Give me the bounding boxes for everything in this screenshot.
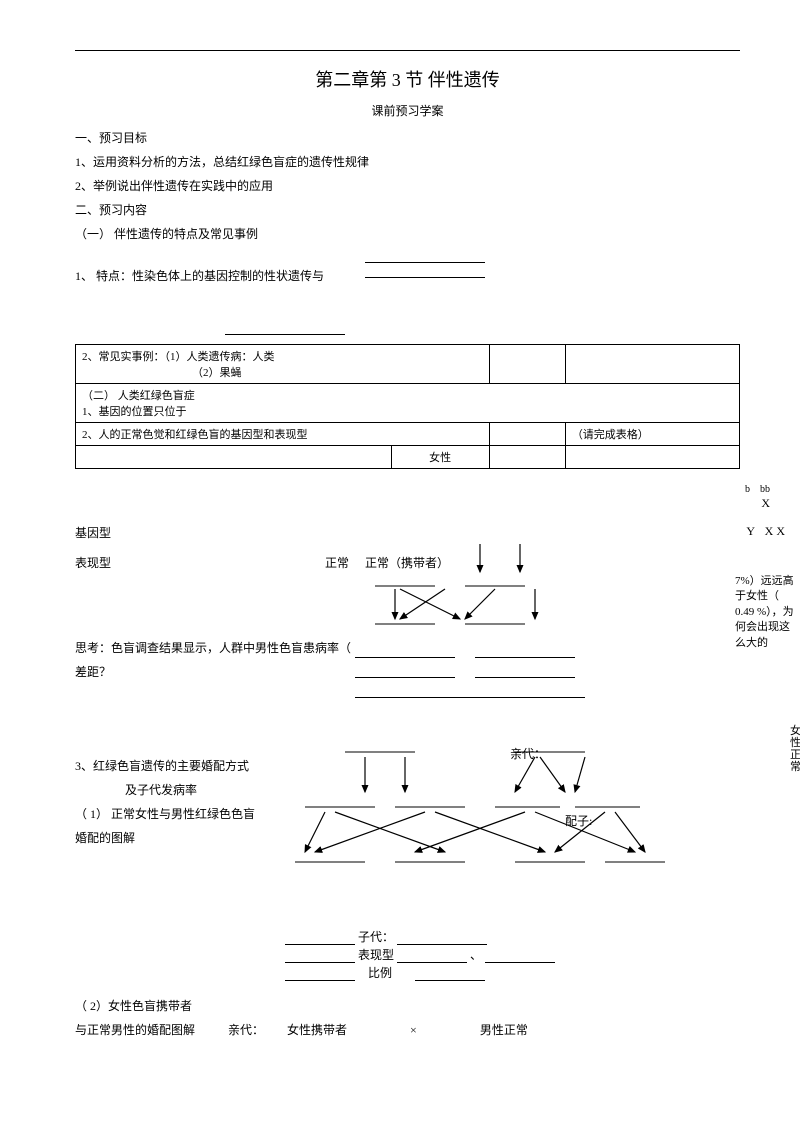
section4-p1: （ 2）女性色盲携带者 (75, 997, 740, 1015)
offspring-label: 子代： (358, 930, 394, 944)
blank-line (415, 967, 485, 981)
phenotype-label: 表现型 (75, 554, 111, 571)
blank-line (485, 949, 555, 963)
table-row-1a: 2、常见实事例：（1）人类遗传病：人类 (82, 351, 275, 363)
xx-label: X X (765, 524, 785, 539)
cross-diagram (265, 742, 685, 942)
page-subtitle: 课前预习学案 (75, 102, 740, 119)
table-row-4b: （请完成表格） (565, 423, 739, 446)
table-row-4: 2、人的正常色觉和红绿色盲的基因型和表现型 (76, 423, 490, 446)
blank-line (355, 644, 455, 658)
x-label: X (761, 496, 770, 511)
superscript-b: b (745, 484, 750, 495)
female-normal: 女性正常 (790, 725, 800, 773)
blank-line (225, 321, 345, 335)
blank-line (355, 664, 455, 678)
trait-text: 1、 特点：性染色体上的基因控制的性状遗传与 (75, 269, 324, 283)
table-row-2: （二） 人类红绿色盲症 (82, 390, 195, 402)
page-title: 第二章第 3 节 伴性遗传 (75, 66, 740, 92)
blank-line (475, 644, 575, 658)
thinking-side: 7%）远远高于女性（ 0.49 %），为何会出现这么大的 (735, 574, 795, 651)
blank-line (397, 949, 467, 963)
blank-line (397, 931, 487, 945)
blank-line (285, 931, 355, 945)
parents-label-2: 亲代： (228, 1023, 264, 1037)
phenotype-label-2: 表现型 (358, 948, 394, 962)
content-table: 2、常见实事例：（1）人类遗传病：人类 （2）果蝇 （二） 人类红绿色盲症 1、… (75, 344, 740, 469)
superscript-bb: bb (760, 484, 770, 495)
blank-line (365, 264, 485, 278)
blank-line (355, 684, 585, 698)
section-heading: 一、预习目标 (75, 129, 740, 147)
section4-p2: 与正常男性的婚配图解 (75, 1023, 195, 1037)
times-2: × (410, 1023, 417, 1037)
male-normal: 男性正常 (480, 1023, 528, 1037)
genotype-label: 基因型 (75, 524, 111, 541)
table-row-1b: （2）果蝇 (192, 367, 242, 379)
blank-line (365, 249, 485, 263)
blank-line (285, 967, 355, 981)
ratio-label: 比例 (368, 966, 392, 980)
diagram-arrows-1 (325, 544, 585, 634)
female-header: 女性 (391, 446, 489, 469)
female-carrier: 女性携带者 (287, 1023, 347, 1037)
table-row-3: 1、基因的位置只位于 (82, 406, 187, 418)
objective-1: 1、运用资料分析的方法，总结红绿色盲症的遗传性规律 (75, 153, 740, 171)
blank-line (475, 664, 575, 678)
gamete-label: 配子: (565, 812, 592, 829)
blank-line (285, 949, 355, 963)
section-heading-2: 二、预习内容 (75, 201, 740, 219)
y-label: Y (746, 524, 755, 539)
subsection-1: （一） 伴性遗传的特点及常见事例 (75, 225, 740, 243)
objective-2: 2、举例说出伴性遗传在实践中的应用 (75, 177, 740, 195)
